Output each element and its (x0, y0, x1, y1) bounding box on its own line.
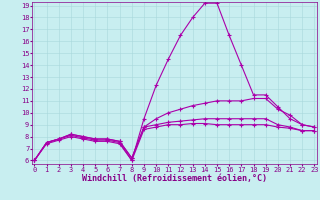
X-axis label: Windchill (Refroidissement éolien,°C): Windchill (Refroidissement éolien,°C) (82, 174, 267, 183)
